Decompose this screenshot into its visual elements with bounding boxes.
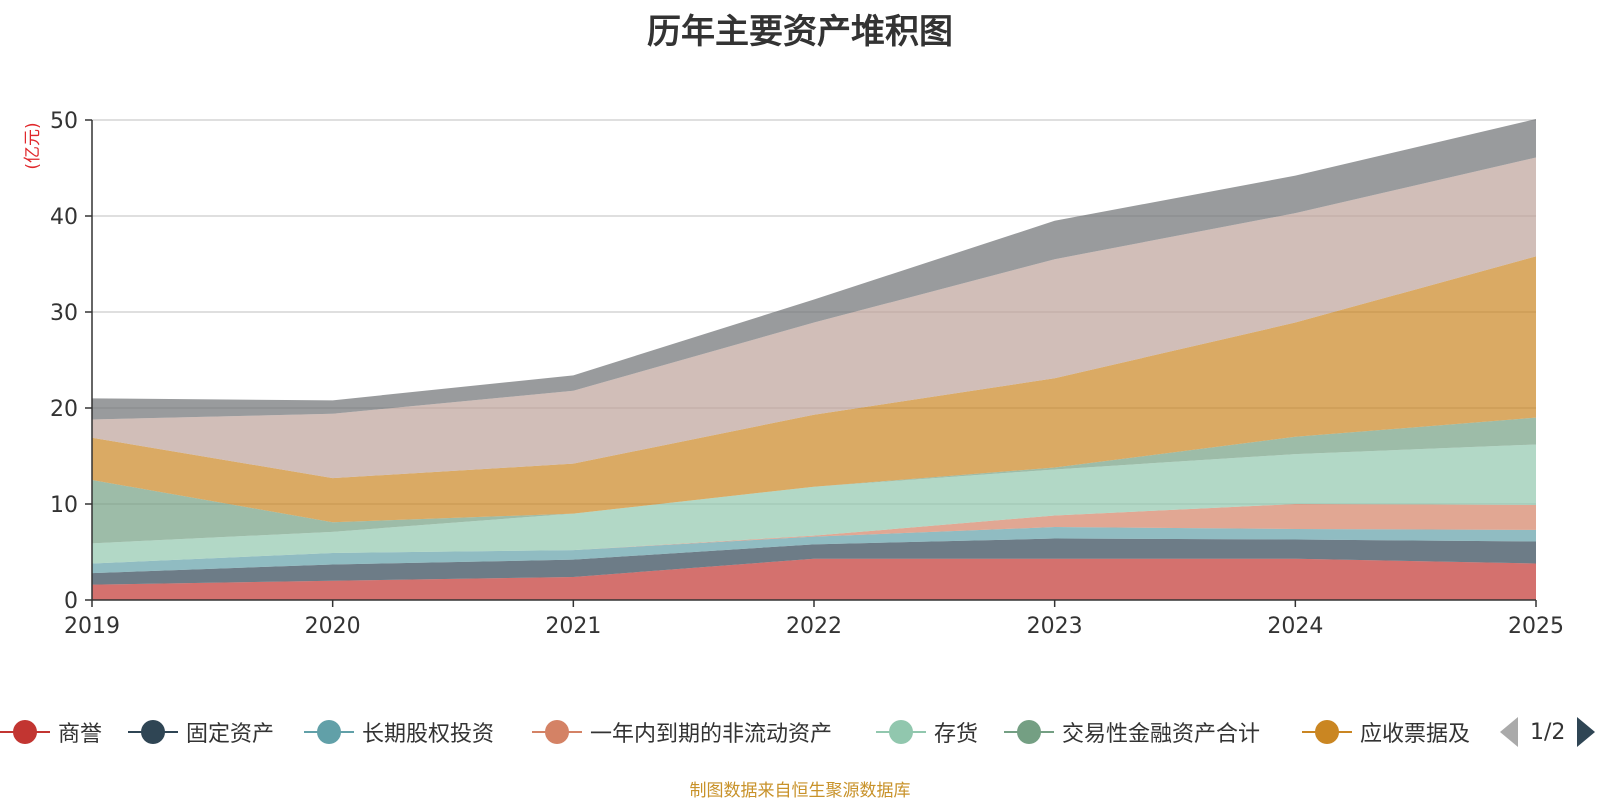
legend-marker bbox=[532, 712, 582, 752]
legend-dot bbox=[1017, 720, 1041, 744]
legend-marker bbox=[876, 712, 926, 752]
area-series-交易性金融资产合计 bbox=[92, 417, 1536, 544]
x-tick-label: 2020 bbox=[305, 614, 361, 639]
previous-page-icon[interactable] bbox=[1500, 717, 1518, 747]
x-tick-label: 2019 bbox=[64, 614, 120, 639]
area-series-商誉 bbox=[92, 558, 1536, 600]
y-tick-label: 50 bbox=[50, 109, 78, 134]
legend-label: 固定资产 bbox=[186, 722, 275, 747]
legend-dot bbox=[141, 720, 165, 744]
legend-item-fixed-assets[interactable]: 固定资产 bbox=[128, 712, 274, 752]
legend-label: 一年内到期的非流动资产 bbox=[590, 722, 833, 747]
legend-item-trading-financial-assets[interactable]: 交易性金融资产合计 bbox=[1004, 712, 1260, 752]
legend-item-goodwill[interactable]: 商誉 bbox=[0, 712, 102, 752]
x-tick-label: 2022 bbox=[786, 614, 842, 639]
legend-pager: 1/2 bbox=[1500, 712, 1596, 752]
legend-marker bbox=[0, 712, 50, 752]
chart-title: 历年主要资产堆积图 bbox=[647, 12, 953, 52]
legend-page-indicator: 1/2 bbox=[1530, 719, 1566, 745]
legend-label: 交易性金融资产合计 bbox=[1062, 722, 1261, 747]
legend-label: 长期股权投资 bbox=[362, 722, 495, 747]
area-series-长期股权投资 bbox=[92, 527, 1536, 574]
legend-item-inventory[interactable]: 存货 bbox=[876, 712, 978, 752]
x-tick-label: 2023 bbox=[1027, 614, 1083, 639]
legend: 商誉 固定资产 长期股权投资 一年内到期的非流动资产 存货 bbox=[0, 712, 1600, 752]
legend-label: 商誉 bbox=[58, 722, 103, 747]
area-series-货币资金 bbox=[92, 157, 1536, 479]
x-tick-label: 2025 bbox=[1508, 614, 1564, 639]
next-page-icon[interactable] bbox=[1577, 717, 1596, 747]
y-tick-label: 20 bbox=[50, 397, 78, 422]
area-series-固定资产 bbox=[92, 538, 1536, 585]
legend-dot bbox=[1315, 720, 1339, 744]
legend-marker bbox=[1302, 712, 1352, 752]
y-tick-label: 30 bbox=[50, 301, 78, 326]
legend-label: 存货 bbox=[934, 722, 979, 747]
legend-label: 应收票据及 bbox=[1360, 722, 1471, 747]
stacked-area-chart: 0 10 20 30 40 50 2019 2020 2021 2022 2023 2024 2025 (… bbox=[23, 109, 1564, 639]
data-source-note: 制图数据来自恒生聚源数据库 bbox=[689, 781, 911, 801]
y-tick-label: 0 bbox=[64, 589, 78, 614]
area-series-一年内到期的非流动资产 bbox=[92, 504, 1536, 564]
x-tick-label: 2024 bbox=[1267, 614, 1323, 639]
y-tick-label: 10 bbox=[50, 493, 78, 518]
area-series-应收票据及应收账款 bbox=[92, 256, 1536, 523]
legend-marker bbox=[128, 712, 178, 752]
y-axis-unit-label: (亿元) bbox=[23, 122, 43, 169]
area-series-存货 bbox=[92, 444, 1536, 564]
legend-dot bbox=[317, 720, 341, 744]
y-tick-label: 40 bbox=[50, 205, 78, 230]
legend-marker bbox=[1004, 712, 1054, 752]
legend-dot bbox=[13, 720, 37, 744]
x-tick-label: 2021 bbox=[545, 614, 601, 639]
legend-item-current-portion-noncurrent[interactable]: 一年内到期的非流动资产 bbox=[532, 712, 832, 752]
legend-marker bbox=[304, 712, 354, 752]
legend-item-long-term-equity[interactable]: 长期股权投资 bbox=[304, 712, 494, 752]
legend-dot bbox=[889, 720, 913, 744]
legend-dot bbox=[545, 720, 569, 744]
legend-item-notes-receivable[interactable]: 应收票据及 bbox=[1302, 712, 1470, 752]
